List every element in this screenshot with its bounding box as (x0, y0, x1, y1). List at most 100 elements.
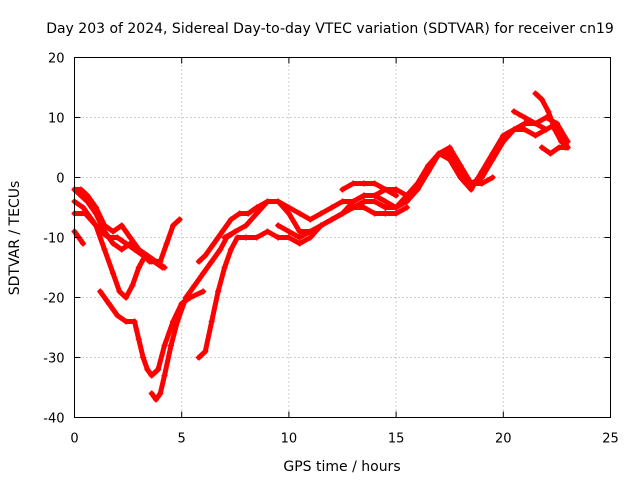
data-point (148, 372, 155, 379)
x-tick-label: 15 (388, 432, 405, 447)
data-point (403, 204, 410, 211)
data-point (403, 192, 410, 199)
data-point (328, 216, 335, 223)
x-tick-label: 0 (70, 432, 78, 447)
data-point (489, 174, 496, 181)
data-point (131, 318, 138, 325)
data-point (511, 108, 518, 115)
data-point (232, 228, 239, 235)
data-point (414, 186, 421, 193)
data-point (532, 120, 539, 127)
data-point (150, 258, 157, 265)
series-arc-3 (72, 187, 183, 264)
data-point (135, 264, 142, 271)
chart-title: Day 203 of 2024, Sidereal Day-to-day VTE… (46, 21, 614, 37)
data-point (122, 294, 129, 301)
data-point (170, 222, 177, 229)
data-point (116, 288, 123, 295)
data-point (500, 132, 507, 139)
data-point (101, 246, 108, 253)
data-point (393, 210, 400, 217)
y-tick-label: -10 (43, 232, 64, 247)
data-point (371, 198, 378, 205)
data-point (122, 240, 129, 247)
data-point (80, 240, 87, 247)
data-point (538, 144, 545, 151)
data-point (393, 186, 400, 193)
data-point (135, 336, 142, 343)
data-point (157, 390, 164, 397)
data-point (221, 234, 228, 241)
data-point (538, 96, 545, 103)
data-point (446, 144, 453, 151)
data-point (159, 264, 166, 271)
data-point (350, 180, 357, 187)
data-point (142, 252, 149, 259)
data-point (556, 144, 563, 151)
data-point (135, 246, 142, 253)
data-point (532, 90, 539, 97)
data-point (101, 222, 108, 229)
data-point (521, 114, 528, 121)
y-tick-label: 0 (56, 172, 64, 187)
data-point (339, 210, 346, 217)
data-point (446, 150, 453, 157)
grid-lines (74, 57, 611, 418)
data-point (521, 120, 528, 127)
data-point (80, 204, 87, 211)
data-point (489, 156, 496, 163)
data-point (122, 318, 129, 325)
data-point (191, 282, 198, 289)
data-point (182, 294, 189, 301)
data-point (521, 126, 528, 133)
data-point (118, 222, 125, 229)
data-point (382, 186, 389, 193)
y-tick-label: -30 (43, 352, 64, 367)
data-point (148, 390, 155, 397)
data-point (163, 240, 170, 247)
data-point (200, 288, 207, 295)
y-tick-labels: -40 -30 -20 -10 0 10 20 (43, 52, 64, 427)
data-point (129, 282, 136, 289)
data-point (176, 216, 183, 223)
series-arc-15 (539, 145, 568, 156)
data-point (543, 126, 550, 133)
series-arc-13 (511, 109, 549, 132)
data-point (350, 204, 357, 211)
y-tick-label: 20 (48, 52, 65, 67)
data-point (551, 126, 558, 133)
data-point (547, 150, 554, 157)
data-point (82, 210, 89, 217)
data-point (144, 366, 151, 373)
data-point (105, 300, 112, 307)
x-axis-label: GPS time / hours (283, 459, 400, 475)
data-point (500, 138, 507, 145)
data-point (127, 234, 134, 241)
data-point (174, 318, 181, 325)
data-point (215, 288, 222, 295)
data-point (296, 234, 303, 241)
data-point (318, 210, 325, 217)
data-point (202, 348, 209, 355)
data-point (360, 180, 367, 187)
data-point (228, 216, 235, 223)
data-point (208, 318, 215, 325)
data-point (468, 186, 475, 193)
data-point (114, 312, 121, 319)
data-point (110, 228, 117, 235)
data-point (296, 210, 303, 217)
data-point (200, 270, 207, 277)
data-point (307, 216, 314, 223)
data-point (236, 210, 243, 217)
data-point (350, 198, 357, 205)
y-tick-label: -20 (43, 292, 64, 307)
data-point (92, 222, 99, 229)
data-point (208, 258, 215, 265)
data-point (84, 192, 91, 199)
data-point (339, 186, 346, 193)
data-point (393, 204, 400, 211)
x-tick-label: 20 (495, 432, 512, 447)
data-point (195, 354, 202, 361)
data-point (382, 204, 389, 211)
